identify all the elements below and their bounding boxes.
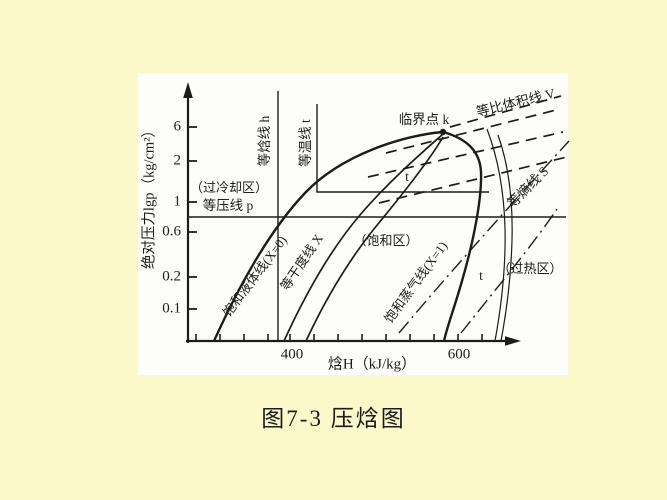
- isochor-line: [378, 156, 568, 204]
- isentrope-line: [398, 140, 570, 334]
- isenthalp-label: 等焓线 h: [256, 115, 272, 166]
- saturated-liquid-curve: [212, 130, 444, 342]
- y-tick-label: 6: [174, 118, 182, 134]
- subcooled-region-label: （过冷却区）: [190, 180, 268, 195]
- isochor-lines: [367, 95, 568, 204]
- superheated-region-label: （过热区）: [497, 261, 562, 276]
- isotherm-t-superheat-label: t: [479, 268, 483, 283]
- saturated-vapor-curve: [442, 130, 483, 342]
- y-tick-label: 0.1: [162, 300, 181, 316]
- x-axis-arrow-icon: [505, 336, 521, 346]
- dryness-curve-left: [283, 133, 444, 342]
- superheat-isotherm: [486, 128, 506, 342]
- isentrope-lines: [398, 140, 570, 334]
- y-ticks: 6 2 1 0.6 0.2 0.1: [162, 118, 197, 316]
- isochor-line: [367, 131, 564, 178]
- isotherm-label: 等温线 t: [297, 119, 313, 167]
- isochor-line: [385, 108, 561, 154]
- dryness-curve-right: [305, 136, 444, 342]
- critical-point-label: 临界点 k: [399, 112, 450, 127]
- critical-point-dot: [439, 128, 447, 136]
- figure-caption: 图7-3 压焓图: [261, 406, 406, 431]
- iso-lines-group: [188, 91, 570, 342]
- y-tick-label: 2: [174, 152, 182, 168]
- superheat-isotherm: [497, 134, 513, 342]
- x-axis-title: 焓H（kJ/kg）: [328, 355, 416, 372]
- isotherm-line: [316, 104, 489, 193]
- y-tick-label: 0.6: [162, 223, 181, 239]
- isobar-label: 等压线 p: [203, 197, 254, 213]
- isentrope-line: [460, 208, 558, 334]
- y-axis-arrow-icon: [183, 82, 193, 98]
- x-ticks: 400 600: [195, 334, 483, 362]
- y-tick-label: 1: [174, 193, 182, 209]
- isotherm-t-dome-label: t: [405, 169, 409, 184]
- saturated-region-label: （饱和区）: [353, 233, 418, 248]
- isochor-line: [449, 95, 562, 128]
- superheat-isotherm-curves: [486, 128, 513, 342]
- x-tick-label: 600: [448, 346, 471, 362]
- axes-group: 6 2 1 0.6 0.2 0.1: [140, 82, 521, 372]
- saturation-dome-group: [212, 128, 483, 342]
- y-axis-title: 绝对压力lgp（kg/cm²）: [140, 123, 157, 269]
- y-tick-label: 0.2: [162, 268, 181, 284]
- x-tick-label: 400: [281, 346, 304, 362]
